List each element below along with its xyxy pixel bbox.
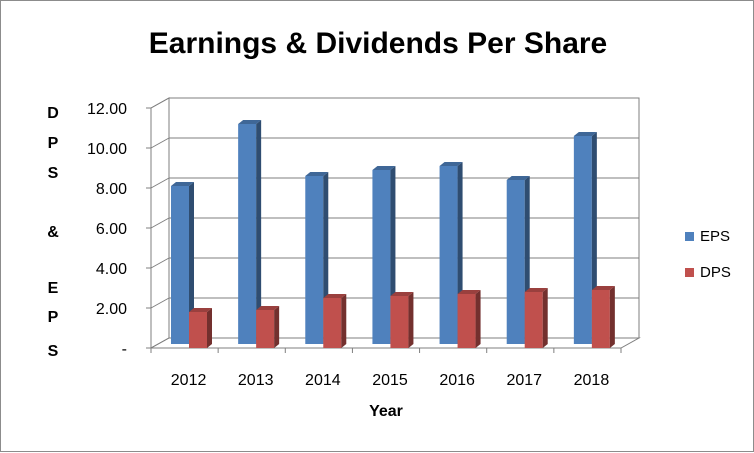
x-tick-labels: 2012 2013 2014 2015 2016 2017 2018 (171, 372, 610, 389)
y-tick-labels: - 2.00 4.00 6.00 8.00 10.00 12.00 (87, 101, 127, 358)
y-tick-label: 12.00 (87, 101, 127, 118)
x-tick-label: 2018 (574, 372, 610, 389)
gridline-side (150, 297, 170, 309)
legend-swatch-dps (685, 268, 694, 277)
bar-dps-2017 (524, 288, 548, 348)
gridline-side (150, 137, 170, 149)
bars (171, 120, 615, 348)
bar-dps-2012 (189, 308, 212, 348)
y-tick-label: 6.00 (96, 221, 127, 238)
legend: EPS DPS (685, 228, 731, 281)
y-tick-label: 4.00 (96, 261, 127, 278)
bar-dps-2015 (390, 292, 414, 348)
y-axis-label-letter: P (48, 309, 59, 326)
y-tick-label: 8.00 (96, 181, 127, 198)
gridline-side (150, 177, 170, 189)
x-tick-label: 2016 (439, 372, 475, 389)
legend-swatch-eps (685, 232, 694, 241)
y-tick-label: 10.00 (87, 141, 127, 158)
bar-dps-2013 (256, 306, 280, 348)
y-axis-label-letter: E (48, 280, 59, 297)
x-tick-label: 2013 (238, 372, 274, 389)
y-tick-label: - (122, 341, 127, 358)
gridline-side (150, 97, 170, 109)
bar-dps-2018 (591, 286, 615, 348)
legend-label-eps: EPS (700, 228, 730, 245)
legend-label-dps: DPS (700, 264, 731, 281)
y-axis-label-letter: P (48, 135, 59, 152)
y-axis-label-letter: S (48, 165, 59, 182)
bar-dps-2014 (323, 294, 347, 348)
x-tick-label: 2014 (305, 372, 341, 389)
x-axis-label: Year (369, 403, 403, 420)
bar-eps-2012 (171, 182, 194, 344)
x-tick-label: 2012 (171, 372, 207, 389)
chart-title: Earnings & Dividends Per Share (149, 27, 607, 60)
x-tick-label: 2017 (506, 372, 542, 389)
bar-dps-2016 (457, 290, 481, 348)
x-tick-label: 2015 (372, 372, 408, 389)
y-axis-label-letter: S (48, 343, 59, 360)
bar-eps-2013 (238, 120, 262, 344)
gridline-side (150, 337, 170, 349)
gridline-side (150, 257, 170, 269)
y-axis-label-letter: D (47, 105, 59, 122)
y-tick-label: 2.00 (96, 301, 127, 318)
y-axis-label-letter: & (47, 224, 59, 241)
gridline-side (150, 217, 170, 229)
y-axis-label: DPS&EPS (47, 105, 59, 360)
